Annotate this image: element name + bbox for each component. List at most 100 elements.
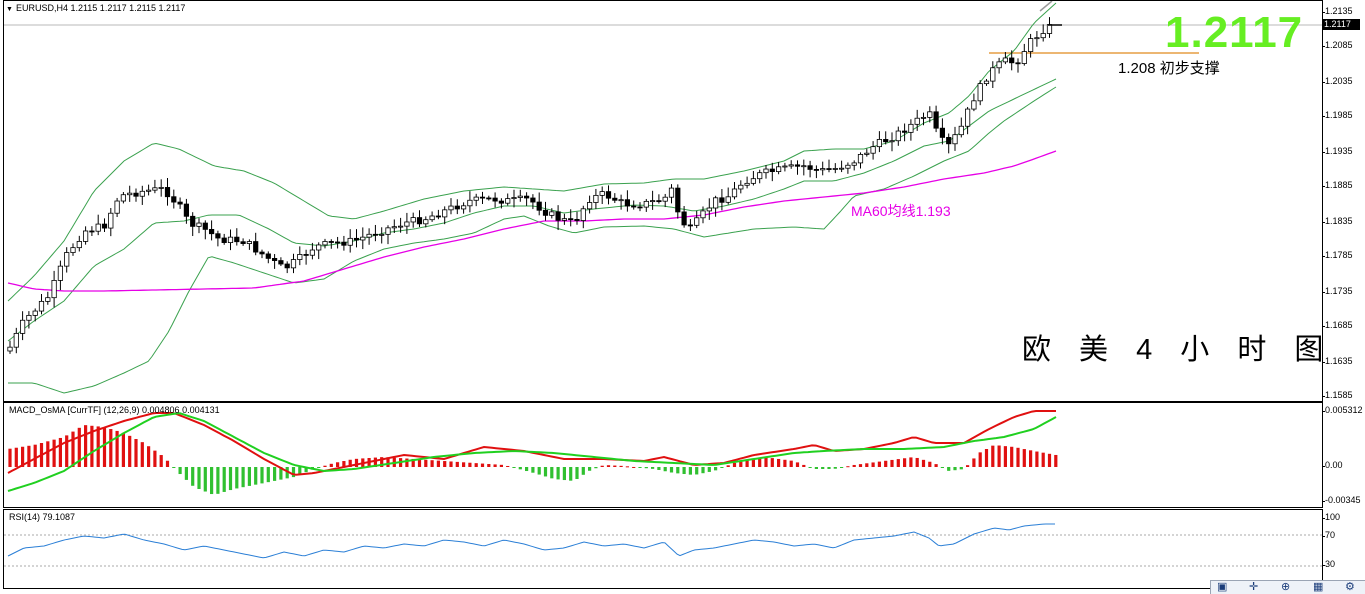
- candle-body: [51, 280, 57, 299]
- candle-body: [902, 130, 908, 133]
- price-chart-panel[interactable]: [3, 0, 1323, 402]
- candle-body: [914, 117, 920, 125]
- osma-bar: [827, 467, 831, 469]
- candle-body: [334, 241, 341, 244]
- rsi-panel[interactable]: RSI(14) 79.1087: [3, 509, 1323, 589]
- candle-body: [391, 226, 397, 229]
- osma-bar: [915, 457, 919, 467]
- big-current-price: 1.2117: [1165, 8, 1304, 57]
- osma-bar: [1022, 449, 1026, 467]
- osma-bar: [443, 461, 447, 467]
- osma-bar: [14, 447, 18, 467]
- candle-body: [965, 108, 971, 127]
- osma-bar: [789, 460, 793, 467]
- candle-body: [757, 172, 763, 180]
- candle-body: [782, 165, 788, 168]
- candle-body: [83, 230, 89, 242]
- candle-body: [744, 182, 750, 186]
- candle-body: [933, 111, 939, 129]
- chart-window-icon[interactable]: ▣: [1217, 581, 1228, 593]
- osma-bar: [991, 445, 995, 467]
- osma-bar: [896, 459, 900, 467]
- zoom-icon[interactable]: ⊕: [1281, 581, 1291, 593]
- rsi-label: RSI(14) 79.1087: [9, 512, 76, 522]
- scale-label: 1.1635: [1325, 356, 1353, 366]
- osma-bar: [84, 425, 88, 467]
- ma60-annotation: MA60均线1.193: [851, 203, 951, 219]
- candle-body: [259, 251, 265, 255]
- candle-body: [139, 190, 145, 197]
- candle-body: [574, 218, 580, 221]
- candle-body: [372, 233, 379, 236]
- osma-bar: [480, 463, 485, 467]
- osma-bar: [606, 465, 611, 467]
- osma-bar: [159, 455, 163, 467]
- candle-body: [303, 254, 309, 256]
- osma-bar: [222, 467, 226, 492]
- osma-bar: [959, 467, 963, 470]
- scale-tick: [1322, 501, 1325, 502]
- osma-bar: [903, 458, 907, 467]
- osma-bar: [285, 467, 289, 479]
- osma-bar: [178, 467, 182, 475]
- candle-body: [190, 215, 196, 227]
- osma-bar: [430, 460, 434, 467]
- settings-icon[interactable]: ⚙: [1345, 581, 1355, 593]
- candle-body: [820, 168, 826, 171]
- scale-tick: [1322, 46, 1325, 47]
- osma-bar: [121, 432, 125, 467]
- candle-body: [460, 205, 467, 210]
- osma-bar: [638, 467, 642, 468]
- macd-panel[interactable]: MACD_OsMA [CurrTF] (12,26,9) 0.004806 0.…: [3, 402, 1323, 508]
- osma-bar: [216, 467, 220, 494]
- osma-bar: [739, 461, 743, 467]
- osma-bar: [531, 467, 535, 473]
- osma-bar: [846, 466, 850, 468]
- candle-body: [479, 196, 486, 199]
- osma-bar: [707, 467, 711, 472]
- candle-body: [996, 61, 1002, 69]
- osma-bar: [821, 467, 825, 469]
- osma-bar: [972, 458, 976, 467]
- scale-label: 1.2085: [1325, 40, 1353, 50]
- osma-bar: [115, 430, 119, 467]
- osma-bar: [770, 458, 774, 467]
- candle-body: [316, 244, 322, 251]
- osma-bar: [417, 459, 422, 467]
- candle-body: [152, 187, 158, 191]
- osma-bar: [455, 461, 459, 467]
- candle-body: [492, 197, 498, 202]
- candle-body: [57, 265, 64, 281]
- osma-bar: [657, 467, 661, 470]
- candle-body: [769, 168, 775, 173]
- trend-arrow: [1039, 1, 1053, 12]
- osma-bar: [518, 467, 522, 470]
- candles-group: [7, 17, 1053, 354]
- crosshair-icon[interactable]: ✛: [1249, 581, 1259, 593]
- osma-bar: [96, 426, 100, 467]
- price-chart-canvas[interactable]: [4, 1, 1322, 401]
- ma60-line: [7, 150, 1057, 292]
- osma-bar: [1047, 453, 1052, 467]
- osma-bar: [8, 448, 12, 467]
- price-scale[interactable]: 1.2135 1.2085 1.2035 1.1985 1.1935 1.1885 1.18…: [1322, 0, 1365, 400]
- osma-bar: [714, 467, 718, 471]
- osma-bar: [588, 467, 592, 471]
- candle-body: [284, 263, 290, 269]
- osma-bar: [695, 467, 699, 475]
- osma-bar: [405, 458, 409, 467]
- candle-body: [429, 215, 435, 221]
- candle-body: [555, 211, 561, 221]
- candle-body: [549, 211, 555, 216]
- grid-icon[interactable]: ▦: [1313, 581, 1324, 593]
- candle-body: [101, 223, 108, 229]
- osma-bar: [373, 457, 377, 467]
- scale-tick: [1322, 82, 1325, 83]
- osma-bar: [934, 464, 938, 467]
- osma-bar: [102, 427, 107, 467]
- osma-bar: [802, 464, 806, 467]
- osma-bar: [777, 458, 781, 467]
- osma-bar: [663, 467, 667, 472]
- collapse-triangle-icon[interactable]: ▼: [6, 6, 13, 13]
